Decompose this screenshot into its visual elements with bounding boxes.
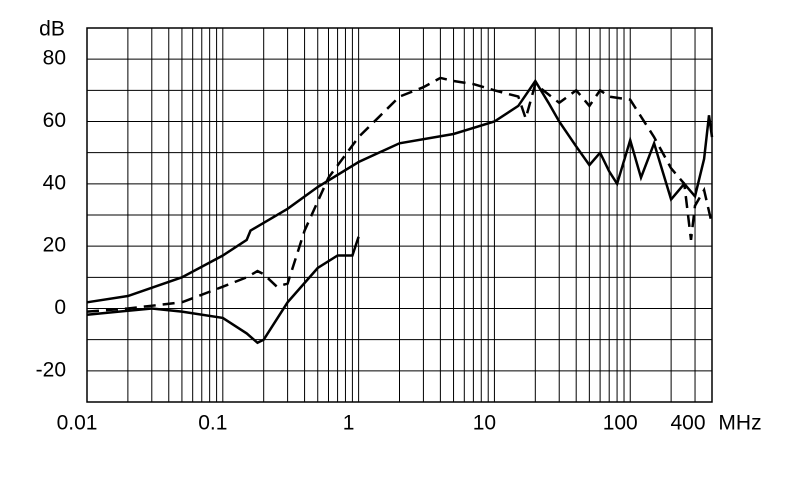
series-line: [86, 78, 714, 304]
y-tick-label: 20: [43, 234, 66, 257]
y-unit: dB: [39, 18, 65, 41]
y-tick-label: 80: [43, 47, 66, 70]
x-tick-label: 0.01: [57, 412, 98, 435]
y-tick-label: 0: [54, 296, 66, 319]
x-tick-label: 100: [603, 412, 638, 435]
x-tick-label: 400: [670, 412, 705, 435]
x-tick-label: 1: [343, 412, 355, 435]
x-unit: MHz: [718, 412, 761, 435]
x-tick-label: 0.1: [198, 412, 227, 435]
y-tick-label: 40: [43, 171, 66, 194]
y-tick-label: -20: [36, 358, 66, 381]
plot-frame: [86, 27, 713, 403]
series-line: [86, 236, 360, 345]
x-tick-label: 10: [473, 412, 496, 435]
y-tick-label: 60: [43, 109, 66, 132]
series-line: [86, 76, 714, 313]
